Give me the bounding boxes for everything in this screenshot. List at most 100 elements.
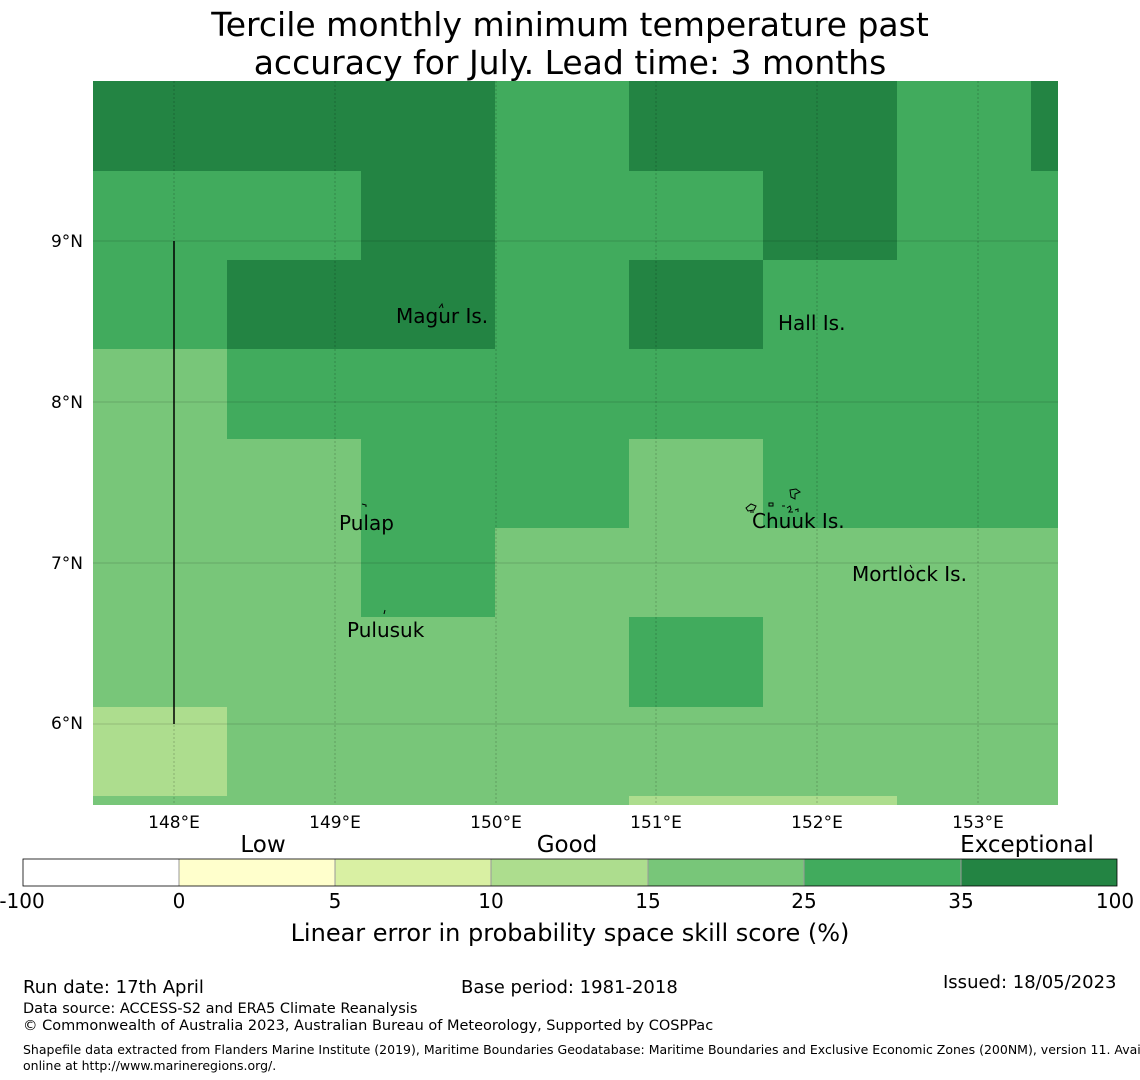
skill-cell	[227, 81, 361, 171]
lat-tick-label: 7°N	[51, 554, 83, 574]
skill-cell	[227, 617, 361, 707]
colorbar-tick-label: 25	[791, 889, 816, 913]
colorbar-label: Linear error in probability space skill …	[291, 919, 850, 947]
colorbar	[22, 858, 1118, 887]
skill-cell	[763, 796, 897, 805]
skill-cell	[495, 171, 629, 260]
skill-cell	[897, 81, 1031, 171]
skill-cell	[361, 349, 495, 439]
skill-cell	[227, 171, 361, 260]
map-title: Tercile monthly minimum temperature past…	[0, 6, 1140, 82]
skill-cell	[629, 81, 763, 171]
skill-cell	[361, 81, 495, 171]
colorbar-segment	[961, 859, 1117, 886]
skill-cell	[763, 171, 897, 260]
colorbar-segment	[335, 859, 491, 886]
skill-cell	[763, 349, 897, 439]
colorbar-tick-label: 35	[948, 889, 973, 913]
skill-cell	[629, 171, 763, 260]
lat-tick-label: 9°N	[51, 232, 83, 252]
island-chuuk	[745, 488, 802, 513]
skill-cell	[629, 617, 763, 707]
island-outlines	[361, 302, 913, 615]
title-line-2: accuracy for July. Lead time: 3 months	[253, 43, 887, 82]
lat-tick-label: 6°N	[51, 714, 83, 734]
skill-cell	[1031, 796, 1058, 805]
lon-tick-label: 150°E	[470, 813, 522, 833]
skill-cell	[897, 796, 1031, 805]
skill-cell	[93, 617, 227, 707]
skill-cell	[227, 439, 361, 528]
skill-cell	[93, 707, 227, 796]
skill-cell	[629, 796, 763, 805]
place-label-pulusuk: Pulusuk	[347, 618, 425, 642]
colorbar-segment	[804, 859, 961, 886]
lon-tick-label: 152°E	[791, 813, 843, 833]
colorbar-segment	[491, 859, 648, 886]
category-label-low: Low	[240, 832, 285, 858]
skill-cell	[361, 617, 495, 707]
graticule	[93, 81, 1058, 805]
colorbar-tick-label: 10	[478, 889, 503, 913]
skill-cell	[495, 81, 629, 171]
lon-tick-label: 153°E	[952, 813, 1004, 833]
skill-cell	[495, 528, 629, 617]
skill-cell	[1031, 349, 1058, 439]
lon-tick-label: 148°E	[148, 813, 200, 833]
skill-cell	[897, 439, 1031, 528]
base-period: Base period: 1981-2018	[461, 977, 678, 998]
skill-cell	[495, 439, 629, 528]
skill-cell	[361, 528, 495, 617]
lon-tick-label: 151°E	[630, 813, 682, 833]
skill-cell	[495, 707, 629, 796]
island-pulusuk	[383, 609, 386, 615]
skill-cell	[93, 796, 227, 805]
skill-cell	[1031, 260, 1058, 349]
skill-cell	[763, 528, 897, 617]
copyright: © Commonwealth of Australia 2023, Austra…	[23, 1018, 714, 1034]
skill-cell	[629, 439, 763, 528]
shapefile-credit-line-2: online at http://www.marineregions.org/.	[23, 1058, 277, 1073]
skill-cell	[361, 260, 495, 349]
place-label-mortlock: Mortlock Is.	[852, 562, 967, 586]
skill-cell	[93, 439, 227, 528]
skill-cell	[93, 349, 227, 439]
skill-cell	[897, 528, 1031, 617]
colorbar-tick-label: 5	[329, 889, 342, 913]
skill-cell	[1031, 171, 1058, 260]
skill-cell	[93, 260, 227, 349]
skill-cell	[361, 707, 495, 796]
skill-cell	[495, 617, 629, 707]
skill-cell	[227, 349, 361, 439]
colorbar-segment	[23, 859, 179, 886]
shapefile-credit: Shapefile data extracted from Flanders M…	[23, 1042, 1140, 1074]
skill-cell	[495, 796, 629, 805]
colorbar-tick-label: 0	[173, 889, 186, 913]
skill-cell	[897, 260, 1031, 349]
skill-cell	[897, 171, 1031, 260]
island-mortlock	[909, 564, 913, 569]
colorbar-frame	[22, 858, 1118, 887]
island-pulap	[361, 503, 367, 507]
skill-grid	[93, 81, 1058, 805]
skill-cell	[1031, 617, 1058, 707]
issued-date: Issued: 18/05/2023	[943, 972, 1117, 993]
place-label-magur: Magur Is.	[396, 304, 488, 328]
skill-cell	[629, 349, 763, 439]
skill-cell	[93, 528, 227, 617]
place-label-pulap: Pulap	[339, 511, 394, 535]
skill-cell	[763, 81, 897, 171]
skill-cell	[1031, 707, 1058, 796]
lat-tick-label: 8°N	[51, 393, 83, 413]
skill-cell	[227, 528, 361, 617]
shapefile-credit-line-1: Shapefile data extracted from Flanders M…	[23, 1042, 1140, 1057]
category-label-exceptional: Exceptional	[960, 832, 1094, 858]
skill-cell	[361, 439, 495, 528]
colorbar-tick-label: 15	[635, 889, 660, 913]
skill-cell	[1031, 528, 1058, 617]
skill-cell	[763, 439, 897, 528]
skill-cell	[495, 260, 629, 349]
colorbar-tick-label: 100	[1096, 889, 1134, 913]
colorbar-segment	[648, 859, 804, 886]
